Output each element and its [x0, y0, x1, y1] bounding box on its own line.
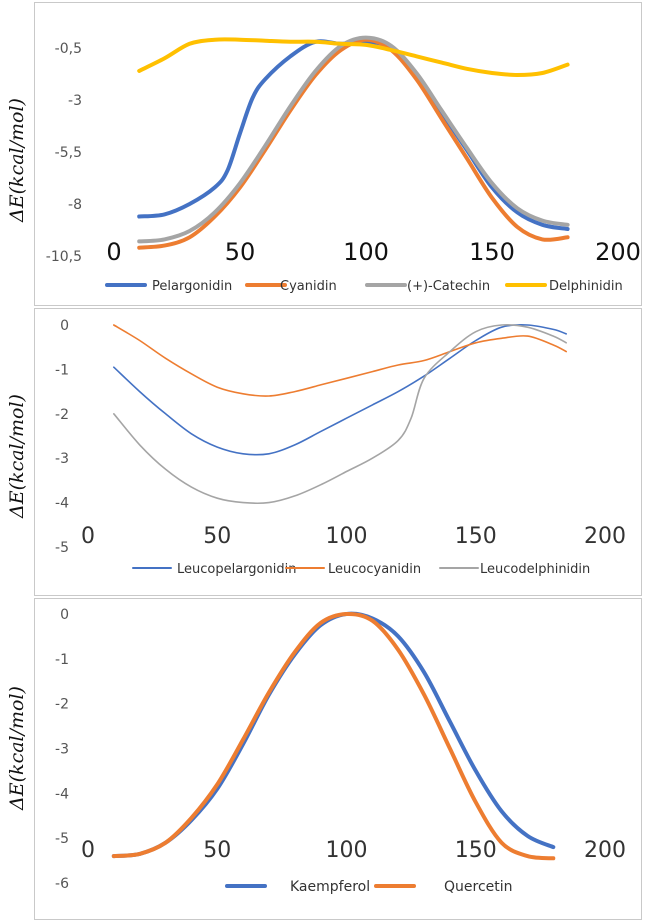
y-tick-label: -1: [55, 652, 69, 668]
legend-item: Cyanidin: [245, 279, 337, 294]
x-tick-label: 0: [106, 238, 121, 266]
chart-panel-2: ΔE(kcal/mol) 0 -1 -2 -3 -4 -5 0 50 100 150 200 Le…: [0, 306, 645, 598]
x-tick-label: 100: [326, 524, 368, 549]
y-tick-label: -2: [55, 407, 69, 423]
x-tick-label: 0: [81, 838, 95, 863]
legend-label: Delphinidin: [549, 279, 623, 294]
x-tick-label: 50: [225, 238, 256, 266]
y-tick-label: -1: [55, 362, 69, 378]
series-line-cyanidin: [137, 37, 570, 250]
x-tick-label: 200: [584, 524, 626, 549]
x-tick-label: 0: [81, 524, 95, 549]
y-tick-label: -5: [55, 831, 69, 847]
x-tick-label: 100: [326, 838, 368, 863]
y-tick-label: 0: [60, 318, 69, 334]
legend-item: (+)-Catechin: [365, 279, 490, 294]
y-tick-label: -8: [68, 197, 82, 213]
legend-item: Leucodelphinidin: [439, 562, 590, 577]
chart-frame-2: [34, 308, 642, 596]
y-tick-label: -5,5: [55, 145, 82, 161]
legend-label: Leucocyanidin: [328, 562, 421, 577]
x-tick-label: 150: [469, 238, 515, 266]
legend-label: (+)-Catechin: [407, 279, 490, 294]
x-tick-label: 150: [455, 838, 497, 863]
y-tick-label: -0,5: [55, 41, 82, 57]
y-tick-label: -2: [55, 697, 69, 713]
legend-label: Leucopelargonidin: [177, 562, 296, 577]
series-line-delphinidin: [137, 37, 570, 77]
y-tick-label: -4: [55, 786, 69, 802]
y-tick-label: -6: [55, 876, 69, 892]
chart-panel-3: ΔE(kcal/mol) 0 -1 -2 -3 -4 -5 -6 0 50 100 150 200 …: [0, 598, 645, 922]
y-tick-label: -3: [68, 93, 82, 109]
x-tick-label: 100: [343, 238, 389, 266]
series-line-leucopelargonidin: [113, 324, 567, 456]
chart-2-svg: ΔE(kcal/mol) 0 -1 -2 -3 -4 -5 0 50 100 150 200 Le…: [6, 318, 626, 577]
legend-item: Leucopelargonidin: [132, 562, 296, 577]
x-tick-label: 150: [455, 524, 497, 549]
y-axis-label: ΔE(kcal/mol): [6, 394, 28, 519]
legend-label: Cyanidin: [280, 279, 337, 294]
legend-item: Delphinidin: [505, 279, 623, 294]
chart-frame-1: [34, 2, 642, 306]
chart-3-svg: ΔE(kcal/mol) 0-1-2-3-4-5-6 0 50 100 150 200 …: [6, 607, 626, 895]
legend-item: Quercetin: [374, 879, 513, 895]
y-tick-label: 0: [60, 607, 69, 623]
y-axis-label: ΔE(kcal/mol): [6, 98, 28, 223]
y-tick-label: -10,5: [46, 249, 82, 265]
chart-1-svg: ΔE(kcal/mol) -0,5 -3 -5,5 -8 -10,5 0 50 100 150…: [6, 35, 641, 294]
legend-label: Kaempferol: [290, 879, 370, 895]
legend-label: Leucodelphinidin: [480, 562, 590, 577]
y-tick-label: -5: [55, 540, 69, 556]
y-tick-label: -3: [55, 451, 69, 467]
series-line-leucocyanidin: [113, 324, 567, 397]
legend-label: Quercetin: [444, 879, 513, 895]
y-axis-label: ΔE(kcal/mol): [6, 686, 28, 811]
x-tick-label: 200: [595, 238, 641, 266]
series-line-leucodelphinidin: [113, 323, 567, 505]
x-tick-label: 200: [584, 838, 626, 863]
series-line-quercetin: [111, 611, 556, 861]
x-tick-label: 50: [203, 838, 231, 863]
series-line-pelargonidin: [137, 39, 570, 231]
x-tick-label: 50: [203, 524, 231, 549]
legend-item: Leucocyanidin: [285, 562, 421, 577]
series-line-catechin: [137, 35, 570, 244]
y-tick-label: -4: [55, 496, 69, 512]
chart-panel-1: ΔE(kcal/mol) -0,5 -3 -5,5 -8 -10,5 0 50 100 150…: [0, 0, 645, 306]
y-tick-label: -3: [55, 742, 69, 758]
legend-item: Pelargonidin: [105, 279, 232, 294]
chart-frame-3: [34, 598, 642, 920]
legend-item: Kaempferol: [225, 879, 370, 895]
legend-label: Pelargonidin: [152, 279, 232, 294]
